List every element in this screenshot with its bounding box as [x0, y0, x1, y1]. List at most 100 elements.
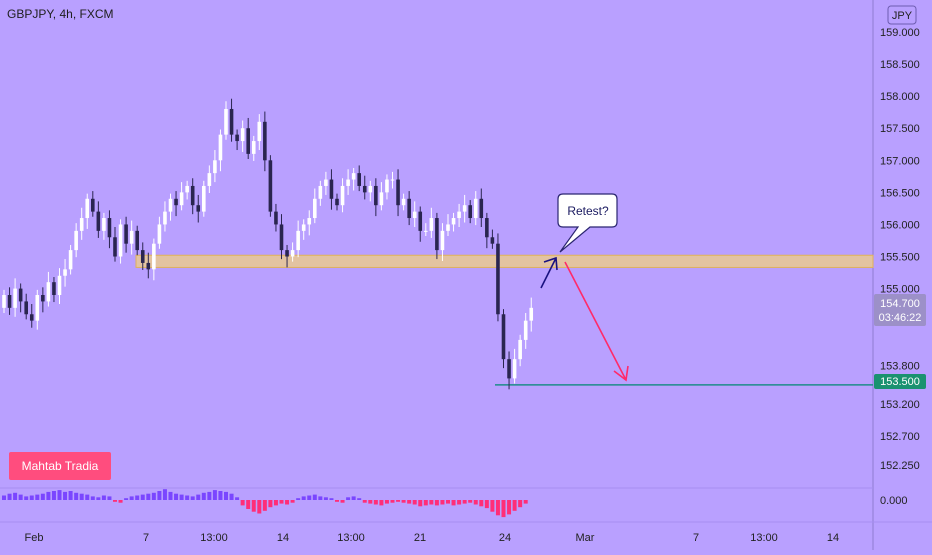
candle: [96, 201, 101, 238]
candles: [2, 98, 534, 390]
oscillator-bar: [96, 497, 101, 500]
candle: [496, 233, 500, 322]
candle: [412, 201, 417, 228]
callout-text: Retest?: [567, 204, 609, 218]
candle: [290, 242, 295, 262]
oscillator-bar: [290, 500, 295, 503]
candle: [268, 155, 273, 217]
oscillator-bar: [473, 500, 478, 505]
oscillator-bar: [63, 491, 68, 500]
oscillator-bar: [235, 497, 240, 500]
candle: [46, 271, 51, 307]
oscillator-bar: [401, 500, 406, 503]
oscillator-bar: [407, 500, 412, 504]
oscillator-bar: [440, 500, 445, 505]
oscillator-bar: [412, 500, 417, 505]
oscillator-bar: [57, 490, 62, 500]
candle: [74, 223, 78, 258]
oscillator-bar: [512, 500, 517, 511]
candle: [41, 287, 45, 313]
candle: [163, 201, 167, 232]
oscillator-bar: [118, 500, 123, 503]
candle: [207, 165, 212, 194]
arrow-up-head-icon: [543, 256, 558, 271]
price-tick-label: 153.200: [880, 399, 920, 411]
oscillator-zero-label: 0.000: [880, 495, 908, 507]
price-tick-label: 157.000: [880, 155, 920, 167]
time-axis[interactable]: Feb 7 13:00 14 13:00 21 24 Mar 7 13:00 14: [25, 532, 840, 544]
price-axis[interactable]: 159.000 158.500 158.000 157.500 157.000 156.5…: [880, 27, 920, 472]
candle: [135, 225, 139, 256]
oscillator-bar: [279, 500, 284, 504]
candle: [13, 278, 17, 317]
price-tick-label: 156.500: [880, 187, 920, 199]
candle: [102, 212, 106, 240]
brand-label: Mahtab Tradia: [22, 459, 99, 473]
price-tick-label: 158.000: [880, 91, 920, 103]
oscillator-bar: [262, 500, 267, 511]
oscillator-bar: [390, 500, 395, 503]
candle: [457, 203, 461, 228]
oscillator-bar: [140, 494, 145, 500]
oscillator-bar: [384, 500, 389, 504]
candle: [301, 219, 306, 240]
target-price-value: 153.500: [880, 376, 920, 388]
candle: [251, 135, 256, 161]
oscillator-bar: [268, 500, 273, 508]
candle: [152, 238, 156, 281]
candle: [507, 351, 511, 390]
candle: [362, 175, 367, 200]
candle: [346, 169, 350, 195]
arrow-down-path[interactable]: [564, 261, 629, 382]
oscillator-bar: [446, 500, 450, 504]
candle: [435, 212, 439, 260]
price-tick-label: 159.000: [880, 27, 920, 39]
oscillator-bar: [307, 495, 312, 500]
oscillator-bar: [457, 500, 462, 505]
oscillator-bar: [379, 500, 384, 506]
time-tick-label: Mar: [576, 532, 595, 544]
candle: [357, 165, 361, 192]
oscillator-bar: [218, 491, 223, 500]
oscillator-bar: [174, 493, 179, 500]
candle: [185, 180, 189, 200]
oscillator-bar: [7, 493, 12, 500]
oscillator-bar: [329, 498, 334, 500]
oscillator-bar: [251, 500, 256, 512]
oscillator-bar: [362, 500, 367, 503]
oscillator-bar: [479, 500, 484, 507]
candle: [462, 194, 467, 223]
oscillator-bar: [13, 492, 18, 500]
oscillator-bar: [190, 496, 195, 500]
time-tick-label: 13:00: [337, 532, 365, 544]
oscillator-bar: [501, 500, 506, 518]
oscillator-bar: [429, 500, 434, 505]
currency-button[interactable]: JPY: [887, 5, 917, 25]
candle: [146, 252, 151, 279]
candle: [501, 309, 506, 369]
candle: [257, 114, 262, 151]
candle: [229, 98, 234, 142]
oscillator-bar: [107, 496, 112, 500]
candle: [29, 303, 34, 328]
candle: [490, 229, 495, 249]
oscillator-bar: [340, 500, 345, 503]
candle: [351, 167, 356, 191]
resistance-zone[interactable]: [135, 254, 874, 268]
candle: [485, 212, 489, 249]
candle: [24, 293, 28, 320]
oscillator-bar: [495, 500, 500, 516]
candle: [124, 216, 128, 253]
arrow-up-path[interactable]: [540, 256, 558, 289]
time-tick-label: 7: [143, 532, 149, 544]
time-tick-label: 13:00: [200, 532, 228, 544]
countdown-value: 03:46:22: [879, 312, 922, 324]
oscillator-bar: [246, 500, 251, 509]
candle: [407, 191, 411, 226]
time-tick-label: 21: [414, 532, 426, 544]
symbol-title: GBPJPY, 4h, FXCM: [7, 7, 113, 21]
time-tick-label: 13:00: [750, 532, 778, 544]
retest-callout[interactable]: Retest?: [557, 193, 618, 253]
target-price-badge: 153.500: [874, 374, 926, 389]
